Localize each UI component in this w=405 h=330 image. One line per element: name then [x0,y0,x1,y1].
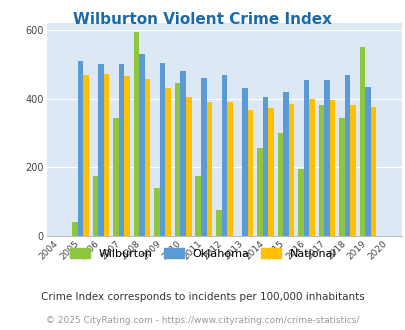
Bar [338,117,344,236]
Bar [93,176,98,236]
Bar [309,99,314,236]
Bar [98,64,104,236]
Bar [318,106,324,236]
Bar [119,64,124,236]
Bar [226,102,232,236]
Bar [303,80,309,236]
Bar [134,32,139,236]
Bar [113,117,119,236]
Text: Wilburton Violent Crime Index: Wilburton Violent Crime Index [73,12,332,26]
Bar [160,63,165,236]
Bar [206,102,211,236]
Bar [277,133,282,236]
Bar [145,79,150,236]
Bar [185,97,191,236]
Bar [215,210,221,236]
Bar [195,176,200,236]
Bar [267,108,273,236]
Bar [370,107,375,236]
Bar [359,47,364,236]
Bar [282,92,288,236]
Bar [262,97,267,236]
Text: Crime Index corresponds to incidents per 100,000 inhabitants: Crime Index corresponds to incidents per… [41,292,364,302]
Bar [350,106,355,236]
Bar [344,75,350,236]
Bar [78,61,83,236]
Bar [241,88,247,236]
Bar [165,88,171,236]
Bar [180,71,185,236]
Text: © 2025 CityRating.com - https://www.cityrating.com/crime-statistics/: © 2025 CityRating.com - https://www.city… [46,316,359,325]
Bar [83,75,89,236]
Bar [124,76,130,236]
Bar [221,75,226,236]
Bar [256,148,262,236]
Bar [364,86,370,236]
Bar [139,54,145,236]
Bar [200,78,206,236]
Bar [297,169,303,236]
Legend: Wilburton, Oklahoma, National: Wilburton, Oklahoma, National [65,244,340,263]
Bar [247,110,253,236]
Bar [324,80,329,236]
Bar [329,100,335,236]
Bar [175,83,180,236]
Bar [154,188,160,236]
Bar [104,74,109,236]
Bar [72,222,78,236]
Bar [288,105,294,236]
